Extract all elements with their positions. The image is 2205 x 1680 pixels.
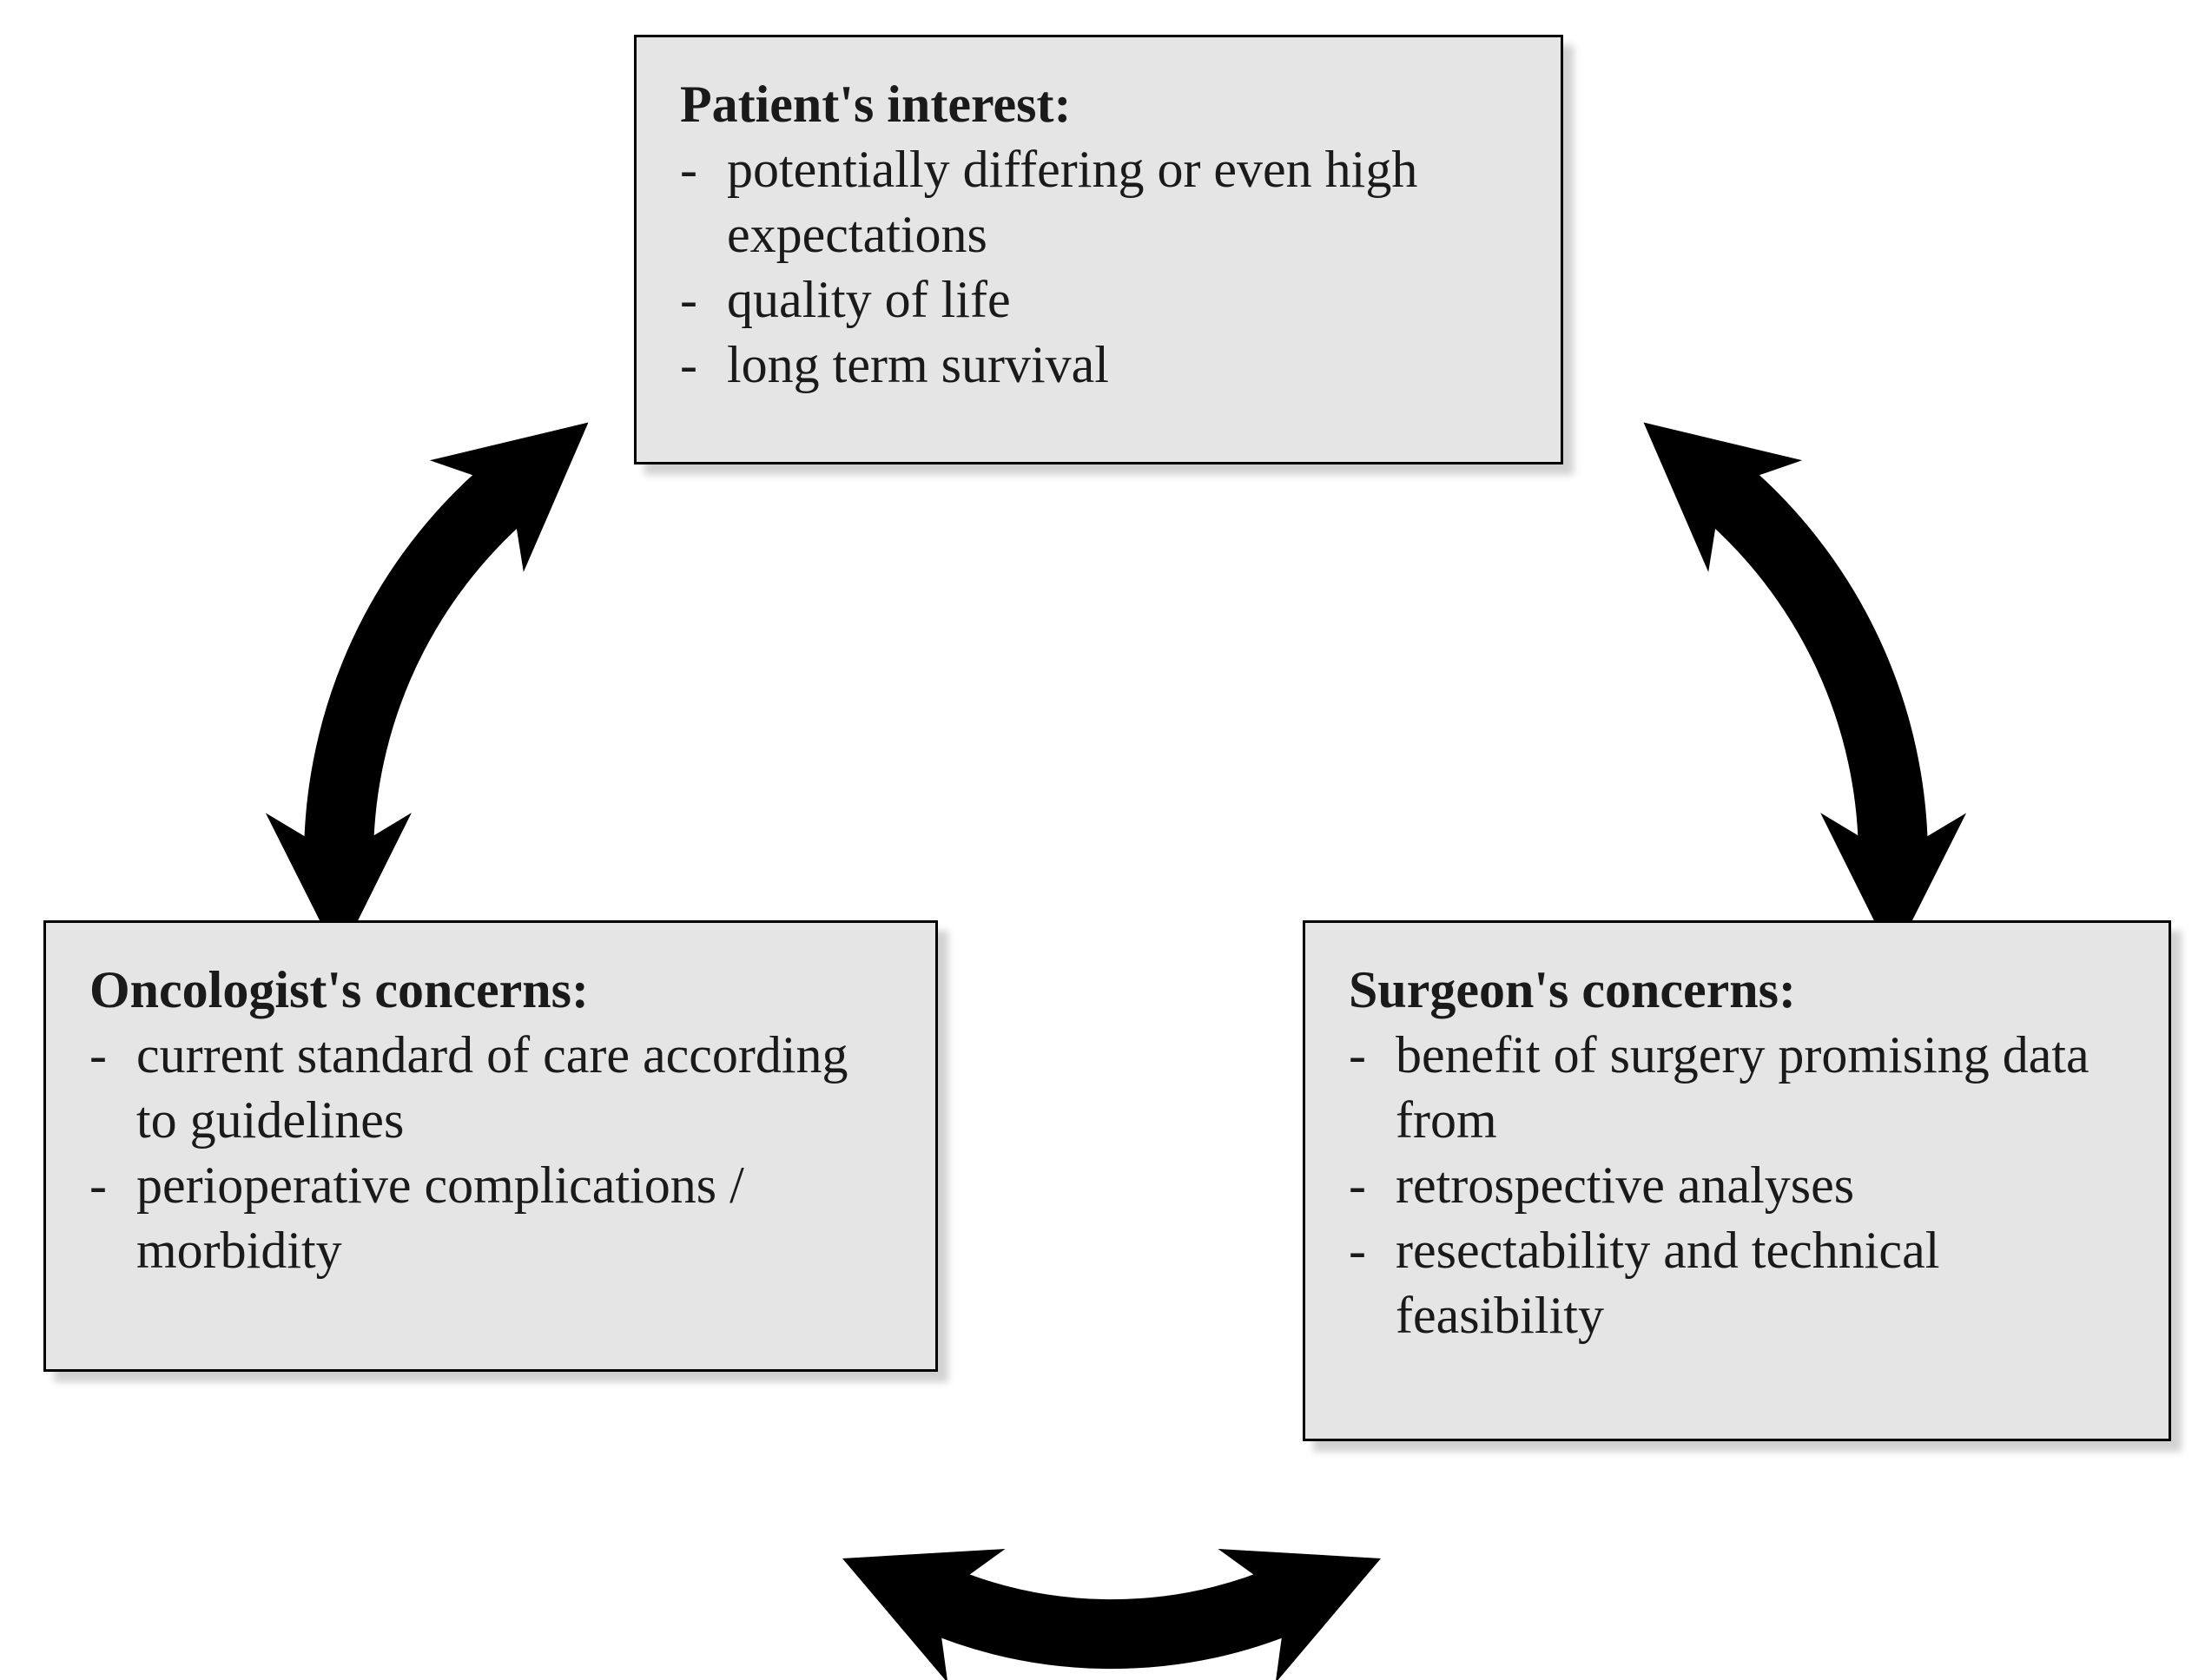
node-item: - current standard of care according to … [89,1023,892,1153]
node-item-text: resectability and technical feasibility [1396,1218,2125,1348]
node-item: - retrospective analyses [1349,1153,2125,1218]
node-title: Surgeon's concerns: [1349,958,2125,1023]
dash-icon: - [1349,1023,1396,1088]
dash-icon: - [680,333,727,398]
node-item-text: retrospective analyses [1396,1153,2125,1218]
node-item-text: current standard of care according to gu… [136,1023,892,1153]
dash-icon: - [89,1023,136,1088]
node-item: - quality of life [680,267,1517,333]
arrow-oncologist-surgeon [934,1598,1290,1634]
node-item: - perioperative compli­cations / morbidi… [89,1153,892,1283]
arrow-patient-surgeon [1720,486,1893,860]
dash-icon: - [1349,1153,1396,1218]
node-item-text: quality of life [727,267,1517,333]
dash-icon: - [1349,1218,1396,1283]
dash-icon: - [89,1153,136,1218]
node-oncologist: Oncologist's concerns: - current standar… [43,920,938,1372]
node-item-text: perioperative compli­cations / morbidity [136,1153,892,1283]
node-title: Oncologist's concerns: [89,958,892,1023]
arrow-patient-oncologist [339,486,512,860]
diagram-canvas: Patient's interest: - potentially differ… [0,0,2205,1680]
node-item-text: long term survival [727,333,1517,398]
node-item: - long term survival [680,333,1517,398]
node-item-text: potentially differing or even high expec… [727,137,1517,267]
node-title: Patient's interest: [680,72,1517,137]
dash-icon: - [680,137,727,202]
node-surgeon: Surgeon's concerns: - benefit of surgery… [1303,920,2171,1441]
node-item-text: benefit of surgery promising data from [1396,1023,2125,1153]
node-item: - resectability and technical feasibilit… [1349,1218,2125,1348]
node-item: - potentially differing or even high exp… [680,137,1517,267]
node-item: - benefit of surgery promising data from [1349,1023,2125,1153]
node-patient: Patient's interest: - potentially differ… [634,35,1563,464]
dash-icon: - [680,267,727,333]
